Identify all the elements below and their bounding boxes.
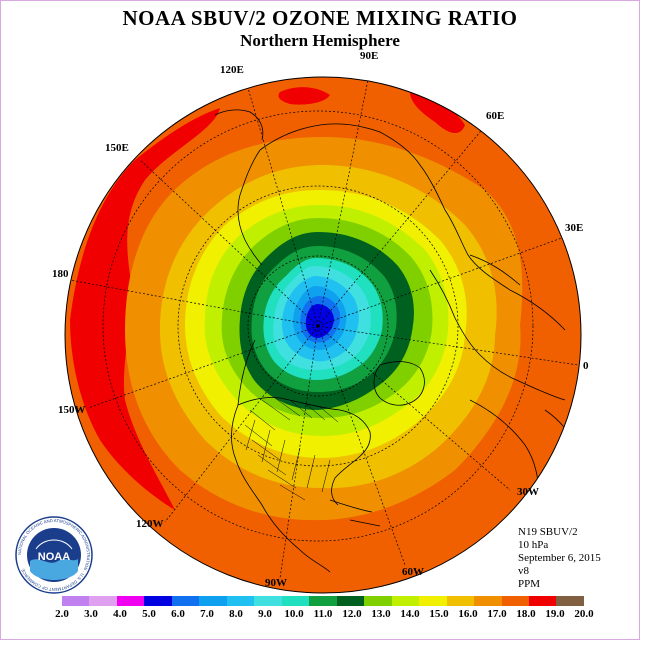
coastlines (214, 109, 579, 573)
colorbar-segment (446, 596, 475, 606)
colorbar-tick-label: 7.0 (200, 608, 214, 620)
lon-label-30e: 30E (565, 222, 584, 234)
colorbar-tick-label: 18.0 (516, 608, 536, 620)
colorbar-segment (528, 596, 557, 606)
pressure-label: 10 hPa (518, 539, 549, 551)
colorbar-segment (226, 596, 255, 606)
colorbar-tick-label: 2.0 (55, 608, 69, 620)
product-info: N19 SBUV/2 10 hPa September 6, 2015 v8 P… (518, 526, 601, 591)
colorbar-tick-label: 13.0 (371, 608, 391, 620)
us-state-grid (244, 397, 339, 501)
colorbar-segment (171, 596, 200, 606)
colorbar-segment (62, 596, 90, 606)
lat-circle-40 (102, 110, 534, 542)
asia-east-coast (214, 109, 264, 266)
greenland-coast (373, 361, 425, 406)
map-boundary (64, 76, 582, 594)
meridian-90e (317, 77, 371, 327)
colorbar-tick-label: 12.0 (342, 608, 362, 620)
version-label: v8 (518, 565, 529, 577)
band-18-19-north2 (410, 92, 465, 134)
date-label: September 6, 2015 (518, 552, 601, 564)
band-18-19-north1 (278, 87, 330, 105)
lon-label-90w: 90W (265, 577, 287, 589)
north-america-coast (231, 339, 371, 573)
logo-text: NOAA (38, 551, 70, 563)
colorbar-segment (556, 596, 584, 606)
colorbar-tick-label: 10.0 (284, 608, 304, 620)
colorbar-segment (474, 596, 502, 606)
europe-coast (429, 269, 566, 401)
meridian-30e (317, 234, 571, 327)
colorbar-segment (336, 596, 365, 606)
colorbar-segment (501, 596, 529, 606)
meridian-120e (244, 77, 319, 327)
colorbar-segment (391, 596, 420, 606)
noaa-logo: NOAA NATIONAL OCEANIC AND ATMOSPHERIC AD… (15, 516, 93, 594)
band-18-19-west (70, 108, 220, 510)
meridian-150w (87, 325, 319, 409)
colorbar-tick-label: 3.0 (84, 608, 98, 620)
lon-label-60w: 60W (402, 566, 424, 578)
lon-label-150e: 150E (105, 142, 129, 154)
lon-label-120e: 120E (220, 64, 244, 76)
colorbar-segment (419, 596, 447, 606)
lon-label-60e: 60E (486, 110, 505, 122)
units-label: PPM (518, 578, 541, 590)
colorbar-segment (144, 596, 172, 606)
colorbar-ticks: 2.0 3.0 4.0 5.0 6.0 7.0 8.0 9.0 10.0 11.0 12.0 13.0… (55, 608, 594, 622)
colorbar-tick-label: 15.0 (429, 608, 449, 620)
instrument-label: N19 SBUV/2 (518, 526, 578, 538)
meridian-120w (164, 325, 319, 523)
caribbean-coast (329, 499, 381, 527)
colorbar-tick-label: 9.0 (258, 608, 272, 620)
lon-label-180: 180 (52, 268, 69, 280)
colorbar-tick-label: 19.0 (545, 608, 565, 620)
colorbar (62, 596, 584, 606)
colorbar-segment (199, 596, 227, 606)
lon-label-120w: 120W (136, 518, 164, 530)
lon-label-0: 0 (583, 360, 589, 372)
meridian-150e (139, 159, 319, 327)
colorbar-tick-label: 20.0 (574, 608, 594, 620)
meridian-60e (317, 119, 491, 327)
colorbar-segment (89, 596, 117, 606)
band-min (305, 304, 334, 338)
colorbar-segment (281, 596, 310, 606)
colorbar-segment (309, 596, 337, 606)
meridian-90w (279, 325, 319, 579)
colorbar-tick-label: 16.0 (458, 608, 478, 620)
lat-circle-60 (177, 185, 459, 467)
map-title: NOAA SBUV/2 OZONE MIXING RATIO (122, 6, 518, 30)
ozone-field (65, 77, 581, 593)
map-subtitle: Northern Hemisphere (240, 31, 400, 50)
eurasia-coast (259, 123, 566, 331)
colorbar-segment (364, 596, 392, 606)
colorbar-tick-label: 5.0 (142, 608, 156, 620)
graticule (69, 77, 579, 579)
lon-label-30w: 30W (517, 486, 539, 498)
colorbar-tick-label: 8.0 (229, 608, 243, 620)
colorbar-tick-label: 6.0 (171, 608, 185, 620)
lon-label-150w: 150W (58, 404, 86, 416)
colorbar-segment (254, 596, 282, 606)
colorbar-tick-label: 14.0 (400, 608, 420, 620)
lat-circle-80 (247, 255, 389, 397)
colorbar-tick-label: 11.0 (313, 608, 333, 620)
colorbar-segment (116, 596, 145, 606)
figure-frame (0, 0, 640, 640)
colorbar-tick-label: 4.0 (113, 608, 127, 620)
colorbar-tick-label: 17.0 (487, 608, 507, 620)
lon-label-90e: 90E (360, 50, 379, 62)
